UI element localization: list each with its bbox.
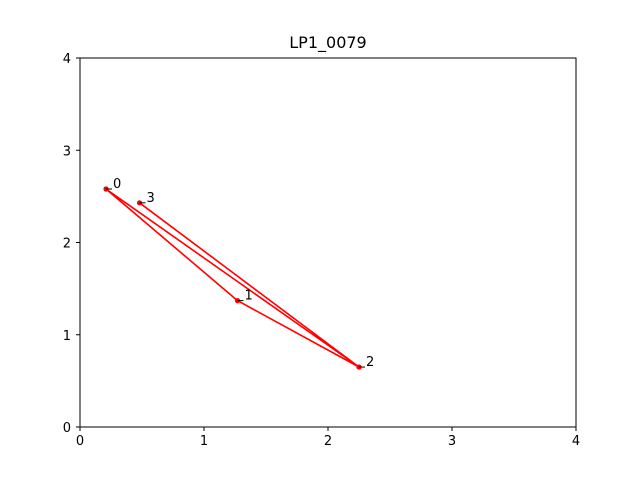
series-line <box>105 188 360 368</box>
point-label: 3 <box>147 191 155 206</box>
x-tick-label: 1 <box>200 434 208 449</box>
y-tick-label: 2 <box>63 237 71 252</box>
point-label: 1 <box>244 289 252 304</box>
x-tick-label: 3 <box>448 434 456 449</box>
point-labels: 0 1 2 3 <box>106 177 374 370</box>
point-label: 2 <box>366 355 374 370</box>
x-tick-label: 2 <box>324 434 332 449</box>
x-axis: 0 1 2 3 4 <box>76 427 580 449</box>
plot-area <box>105 188 360 368</box>
y-tick-label: 4 <box>63 52 71 67</box>
y-tick-label: 1 <box>63 329 71 344</box>
x-tick-label: 4 <box>572 434 580 449</box>
data-point <box>136 200 143 206</box>
data-point <box>234 298 241 304</box>
y-axis: 0 1 2 3 4 <box>63 52 80 436</box>
y-tick-label: 0 <box>63 421 71 436</box>
x-tick-label: 0 <box>76 434 84 449</box>
y-tick-label: 3 <box>63 144 71 159</box>
point-label: 0 <box>113 177 121 192</box>
chart-title: LP1_0079 <box>289 33 366 53</box>
plot-frame <box>79 57 577 428</box>
